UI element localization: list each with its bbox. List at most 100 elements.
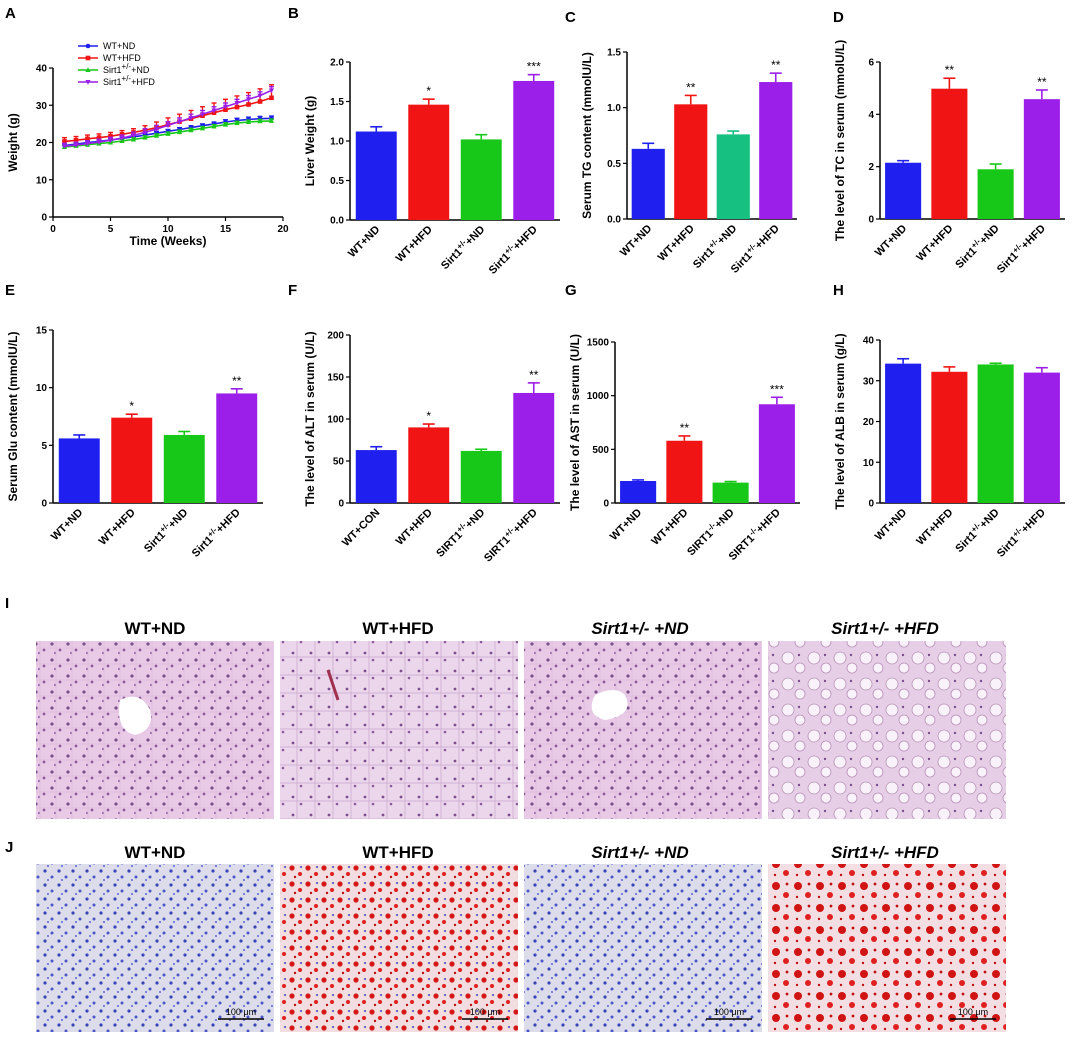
y-tick-label: 150 — [327, 373, 344, 384]
he-vein-sirt-nd — [591, 690, 628, 720]
data-point — [188, 127, 194, 133]
legend-label: WT+ND — [103, 41, 136, 51]
y-tick-label: 0 — [338, 499, 344, 510]
bar — [460, 450, 502, 503]
y-tick-label: 1.0 — [330, 137, 344, 148]
x-axis-title: Time (Weeks) — [130, 234, 207, 248]
histology-j-title-4: Sirt1+/- +HFD — [831, 843, 939, 862]
y-axis-title: Serum Glu content (mmolU/L) — [6, 331, 20, 501]
data-point — [245, 97, 252, 103]
data-point — [234, 120, 240, 126]
significance-label: ** — [686, 80, 696, 94]
panel-letter-a: A — [5, 5, 16, 22]
x-category-label: WT+HFD — [649, 507, 690, 548]
he-image-wt-hfd — [280, 641, 518, 819]
bar — [931, 88, 968, 219]
x-category-label: Sirt1+/-+ND — [437, 222, 487, 272]
x-category-label: Sirt1+/-+HFD — [993, 505, 1048, 560]
data-point — [61, 144, 68, 150]
data-point — [245, 119, 252, 125]
bar — [408, 104, 450, 220]
data-point — [108, 133, 113, 139]
histology-i-title-3: Sirt1+/- +ND — [591, 619, 688, 638]
y-tick-label: 5 — [41, 441, 47, 452]
data-point — [199, 125, 206, 131]
panel-letter-i: I — [5, 595, 9, 612]
he-image-sirt-nd — [524, 641, 762, 819]
y-axis-title: The level of ALB in serum (g/L) — [833, 333, 847, 509]
legend-marker — [85, 55, 91, 61]
y-tick-label: 1500 — [587, 338, 610, 349]
chart-e: 0 5 10 15 Serum Glu content (mmolU/L) WT+ND * W… — [6, 326, 263, 560]
panel-letter-e: E — [5, 282, 15, 299]
x-tick-label: 0 — [50, 224, 56, 235]
y-tick-label: 2.0 — [330, 58, 344, 69]
y-tick-label: 20 — [863, 417, 875, 428]
bar — [513, 80, 555, 221]
y-tick-label: 0.0 — [607, 215, 621, 226]
legend-label: WT+HFD — [103, 53, 141, 63]
x-tick-label: 15 — [220, 224, 232, 235]
data-point — [62, 139, 67, 144]
y-tick-label: 500 — [592, 445, 609, 456]
chart-g: 0 500 1000 1500 The level of AST in serum (U… — [568, 334, 800, 563]
bar — [712, 482, 749, 503]
panel-letter-j: J — [5, 839, 13, 856]
x-category-label: Sirt1+/-+HFD — [993, 221, 1048, 276]
chart-b: 0.0 0.5 1.0 1.5 2.0 Liver Weight (g) WT+ND * WT+… — [303, 58, 560, 277]
chart-d: 0 2 4 6 The level of TC in serum (mmolU/L) WT… — [833, 40, 1065, 276]
bar — [716, 134, 750, 219]
y-tick-label: 10 — [863, 458, 875, 469]
data-point — [153, 127, 160, 132]
x-category-label: Sirt1+/-+HFD — [485, 222, 540, 277]
y-axis-title: Weight (g) — [6, 113, 20, 171]
histology-j-title-1: WT+ND — [125, 843, 186, 862]
data-point — [119, 132, 125, 137]
x-category-label: WT+ND — [618, 223, 654, 259]
x-category-label: WT+HFD — [97, 507, 138, 548]
data-point — [107, 138, 114, 144]
oro-image-sirt-hfd — [768, 864, 1006, 1032]
legend-marker — [85, 80, 91, 85]
legend-marker — [85, 67, 91, 72]
y-tick-label: 15 — [36, 326, 48, 337]
bar — [460, 139, 502, 220]
bar — [355, 131, 397, 220]
x-category-label: WT+HFD — [656, 223, 697, 264]
significance-label: ** — [945, 63, 955, 77]
legend-label: Sirt1+/-+HFD — [103, 74, 155, 88]
bar — [216, 393, 258, 503]
scale-bar-label-4: 100 μm — [958, 1007, 988, 1017]
chart-h: 0 10 20 30 40 The level of ALB in serum (g/L)… — [833, 333, 1065, 560]
data-point — [257, 93, 263, 99]
oro-image-wt-nd — [36, 864, 274, 1032]
panel-letter-h: H — [833, 282, 844, 299]
bar — [620, 480, 657, 503]
histology-j-title-2: WT+HFD — [362, 843, 433, 862]
data-point — [142, 134, 148, 140]
x-category-label: WT+ND — [346, 224, 382, 260]
y-tick-label: 6 — [868, 58, 874, 69]
y-tick-label: 40 — [863, 336, 875, 347]
significance-label: ** — [529, 368, 539, 382]
bar — [111, 417, 153, 503]
bar — [1023, 372, 1060, 503]
y-tick-label: 0 — [868, 499, 874, 510]
significance-label: * — [426, 409, 431, 423]
data-point — [234, 101, 240, 106]
significance-label: ** — [680, 421, 690, 435]
data-point — [176, 119, 183, 125]
panel-letter-c: C — [565, 9, 576, 26]
bar — [1023, 99, 1060, 219]
y-axis-title: Liver Weight (g) — [303, 96, 317, 186]
data-point — [165, 131, 171, 136]
data-point — [199, 112, 206, 117]
scale-bar-label-1: 100 μm — [226, 1007, 256, 1017]
y-tick-label: 0.5 — [330, 176, 344, 187]
histology-j-title-3: Sirt1+/- +ND — [591, 843, 688, 862]
bar — [758, 404, 795, 503]
bar — [355, 450, 397, 503]
y-tick-label: 30 — [36, 101, 48, 112]
bar — [977, 169, 1014, 219]
